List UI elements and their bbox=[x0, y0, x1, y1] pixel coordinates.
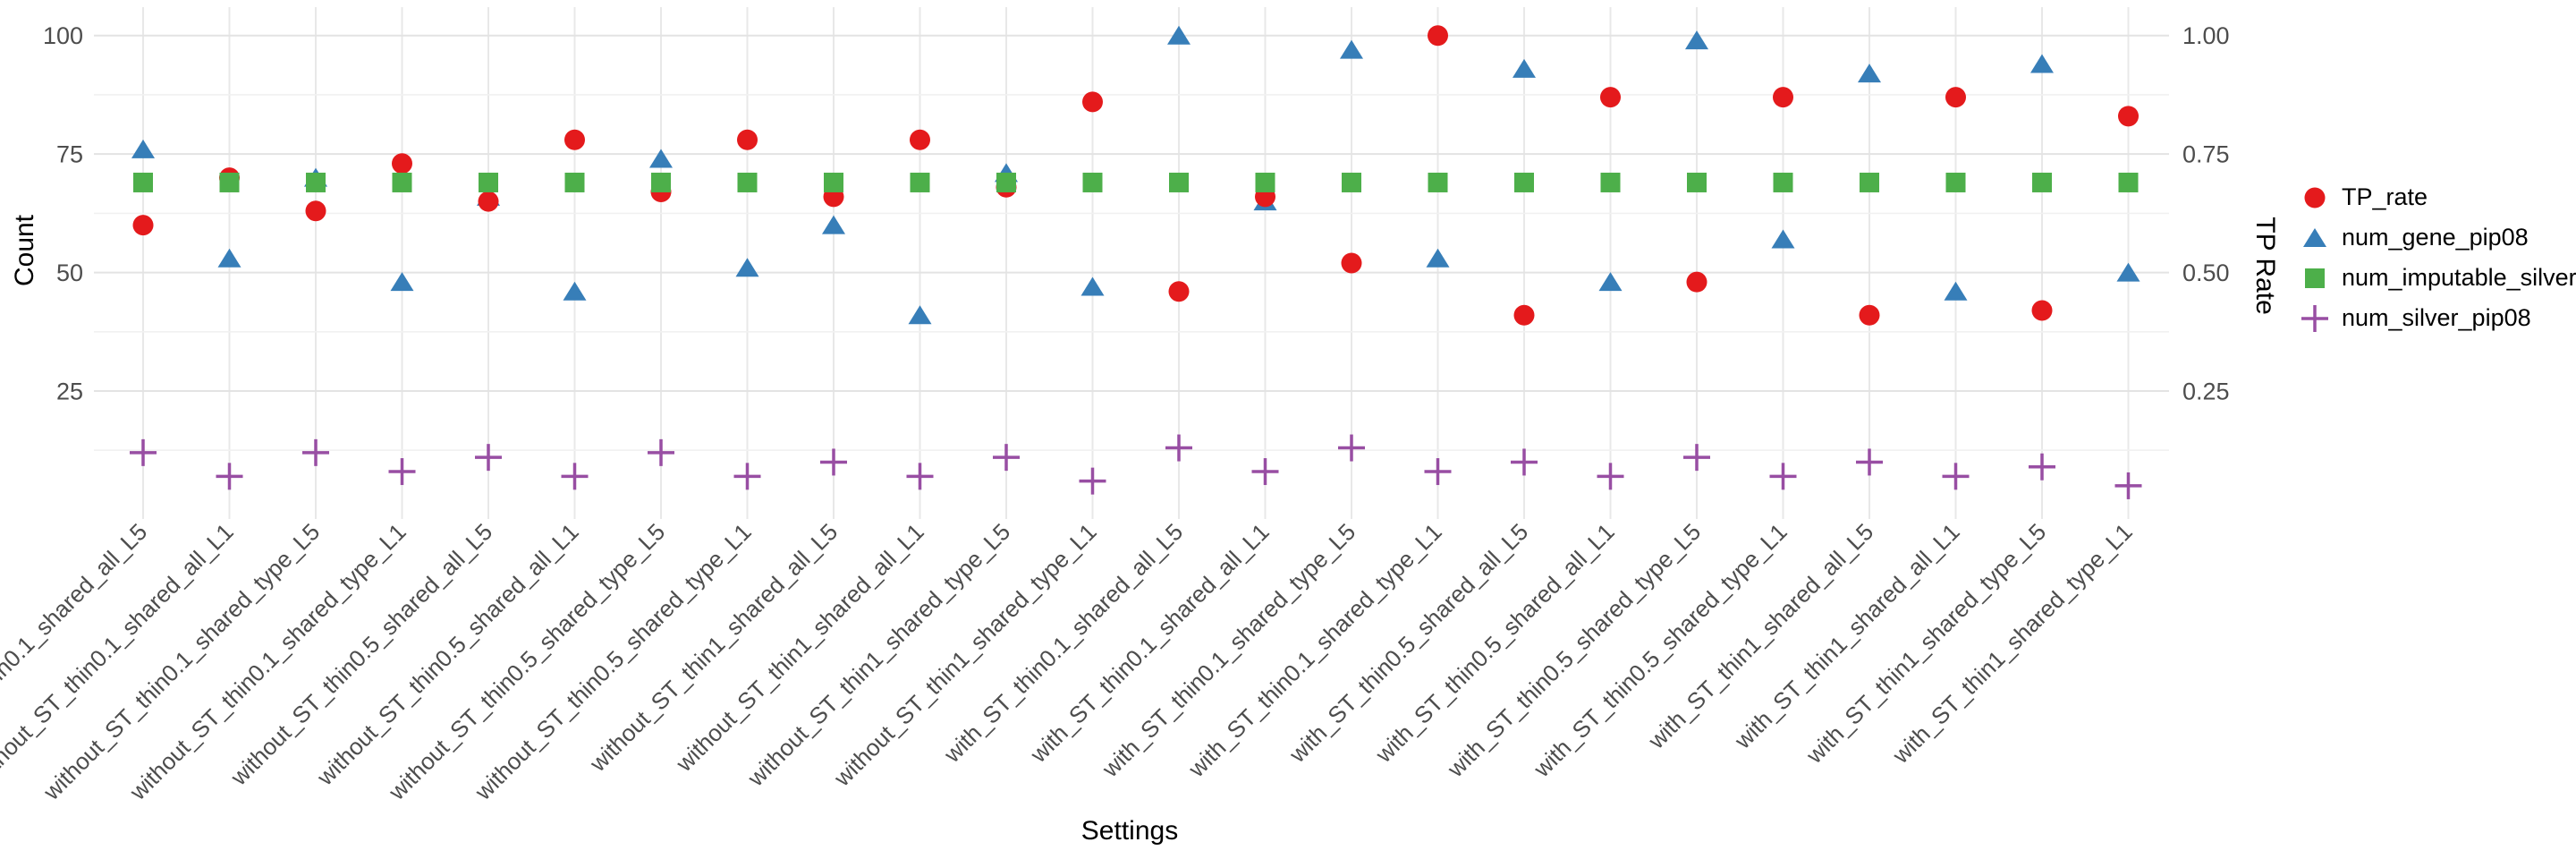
left-axis-title: Count bbox=[10, 214, 39, 287]
data-point-circle bbox=[392, 153, 412, 174]
legend-label: num_silver_pip08 bbox=[2342, 304, 2531, 331]
data-point-triangle bbox=[1167, 25, 1191, 45]
legend-label: num_imputable_silver bbox=[2342, 264, 2576, 291]
data-point-circle bbox=[737, 129, 758, 150]
data-point-square bbox=[1773, 172, 1793, 192]
data-point-triangle bbox=[1944, 281, 1968, 301]
legend-item-num_imputable_silver: num_imputable_silver bbox=[2295, 258, 2576, 298]
data-point-square bbox=[1860, 172, 1879, 192]
data-point-square bbox=[392, 172, 412, 192]
data-point-circle bbox=[2118, 106, 2139, 127]
left-tick-label: 50 bbox=[56, 259, 83, 286]
data-point-triangle bbox=[2030, 54, 2054, 73]
data-point-square bbox=[824, 172, 843, 192]
left-axis-tick-labels: 100 75 50 25 bbox=[43, 22, 83, 404]
data-point-square bbox=[2118, 172, 2139, 192]
legend-item-TP_rate: TP_rate bbox=[2295, 177, 2576, 217]
circle-legend-icon bbox=[2304, 187, 2326, 208]
data-point-circle bbox=[1859, 304, 1880, 326]
data-point-circle bbox=[478, 191, 499, 212]
legend-item-num_silver_pip08: num_silver_pip08 bbox=[2295, 298, 2576, 338]
legend-item-num_gene_pip08: num_gene_pip08 bbox=[2295, 217, 2576, 258]
data-point-square bbox=[219, 172, 240, 192]
data-point-circle bbox=[1341, 252, 1362, 274]
data-point-triangle bbox=[563, 281, 587, 301]
data-point-square bbox=[306, 172, 326, 192]
right-tick-label: 0.50 bbox=[2182, 259, 2230, 286]
data-point-triangle bbox=[217, 248, 242, 268]
legend: TP_rate num_gene_pip08 num_imputable_silve… bbox=[2295, 177, 2576, 338]
data-point-square bbox=[1255, 172, 1275, 192]
data-point-square bbox=[564, 172, 585, 192]
data-point-triangle bbox=[2303, 227, 2326, 247]
data-points bbox=[130, 25, 2142, 499]
left-tick-label: 100 bbox=[43, 22, 83, 49]
data-point-circle bbox=[1082, 91, 1103, 113]
data-point-square bbox=[1514, 172, 1534, 192]
data-point-triangle bbox=[735, 258, 759, 277]
right-tick-label: 1.00 bbox=[2182, 22, 2230, 49]
data-point-square bbox=[1428, 172, 1448, 192]
data-point-circle bbox=[1686, 271, 1707, 293]
data-point-triangle bbox=[649, 149, 673, 168]
data-point-triangle bbox=[1685, 30, 1708, 50]
data-point-square bbox=[1687, 172, 1707, 192]
right-axis-title: TP Rate bbox=[2250, 217, 2280, 315]
data-point-circle bbox=[132, 215, 154, 236]
square-legend-icon bbox=[2305, 268, 2325, 288]
data-point-square bbox=[651, 172, 671, 192]
data-point-triangle bbox=[1426, 248, 1450, 268]
data-point-circle bbox=[1168, 281, 1190, 302]
data-point-circle bbox=[1945, 87, 1966, 108]
data-point-triangle bbox=[1340, 39, 1363, 59]
data-point-square bbox=[479, 172, 498, 192]
data-point-square bbox=[1600, 172, 1621, 192]
data-point-circle bbox=[1428, 25, 1448, 47]
data-point-circle bbox=[564, 129, 585, 150]
data-point-triangle bbox=[1771, 229, 1795, 249]
data-point-triangle bbox=[390, 272, 414, 292]
legend-label: num_gene_pip08 bbox=[2342, 224, 2529, 251]
data-point-triangle bbox=[2116, 262, 2140, 282]
legend-label: TP_rate bbox=[2342, 183, 2428, 210]
data-point-triangle bbox=[1513, 58, 1536, 78]
left-tick-label: 25 bbox=[56, 378, 83, 404]
data-point-triangle bbox=[1080, 276, 1105, 296]
data-point-circle bbox=[1513, 304, 1535, 326]
data-point-square bbox=[1082, 172, 1103, 192]
x-axis-tick-labels: without_ST_thin0.1_shared_all_L5without_… bbox=[0, 518, 2138, 805]
data-point-square bbox=[1342, 172, 1361, 192]
right-tick-label: 0.75 bbox=[2182, 141, 2230, 168]
data-point-square bbox=[133, 172, 153, 192]
data-point-square bbox=[996, 172, 1016, 192]
data-point-circle bbox=[1600, 87, 1621, 108]
data-point-circle bbox=[2031, 300, 2053, 321]
x-axis-title: Settings bbox=[1080, 816, 1179, 846]
data-point-square bbox=[1945, 172, 1966, 192]
data-point-square bbox=[1169, 172, 1189, 192]
data-point-square bbox=[910, 172, 930, 192]
gridlines bbox=[94, 7, 2169, 519]
triangle-legend-icon bbox=[2303, 227, 2326, 247]
data-point-circle bbox=[910, 129, 930, 150]
data-point-circle bbox=[1773, 87, 1793, 108]
data-point-square bbox=[2305, 268, 2325, 288]
data-point-triangle bbox=[822, 215, 845, 234]
data-point-triangle bbox=[908, 305, 932, 325]
left-tick-label: 75 bbox=[56, 141, 83, 168]
data-point-square bbox=[2032, 172, 2052, 192]
right-axis-tick-labels: 1.00 0.75 0.50 0.25 bbox=[2182, 22, 2230, 404]
plus-legend-icon bbox=[2301, 304, 2328, 332]
data-point-triangle bbox=[131, 139, 155, 158]
right-tick-label: 0.25 bbox=[2182, 378, 2230, 404]
data-point-triangle bbox=[1858, 64, 1881, 83]
data-point-triangle bbox=[1598, 272, 1623, 292]
data-point-circle bbox=[2304, 187, 2326, 208]
data-point-circle bbox=[305, 200, 326, 222]
data-point-square bbox=[737, 172, 758, 192]
